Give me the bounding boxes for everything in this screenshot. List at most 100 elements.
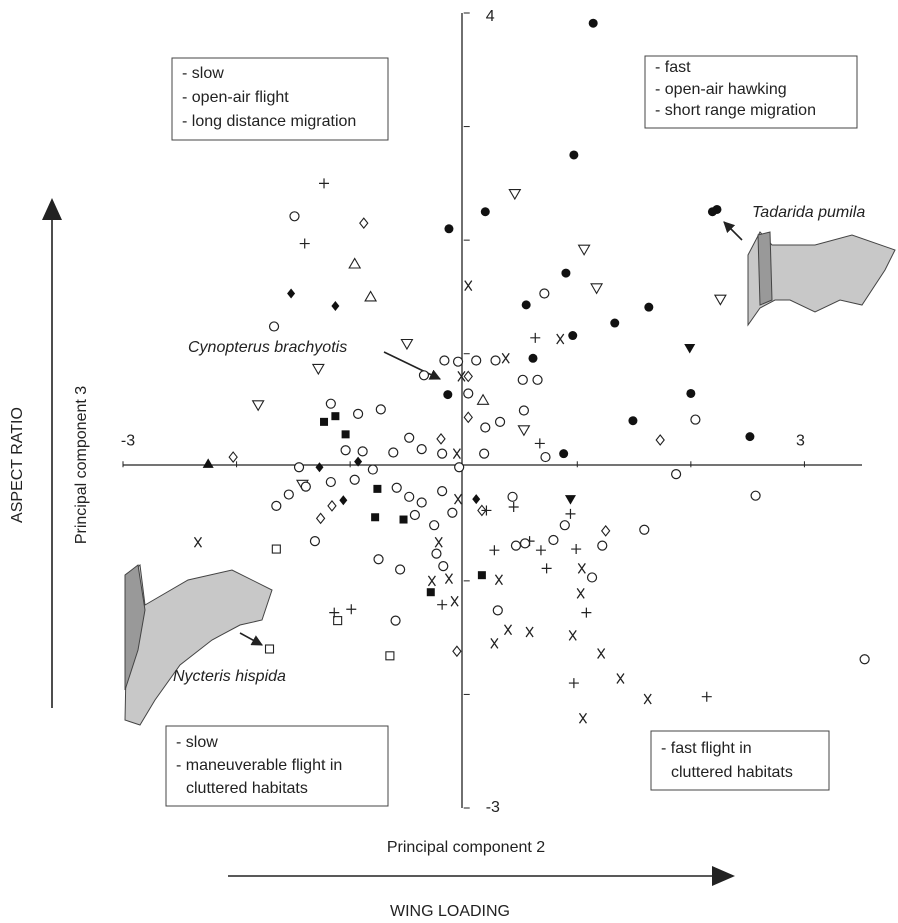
arrow-head (42, 198, 62, 220)
point (644, 303, 653, 312)
point (454, 357, 463, 366)
point (365, 291, 376, 301)
point (331, 301, 339, 311)
point (569, 678, 579, 688)
point (405, 492, 414, 501)
annotation-line: - open-air hawking (655, 81, 787, 98)
point (560, 521, 569, 530)
point (465, 281, 472, 291)
point (530, 333, 540, 343)
point (203, 458, 214, 468)
annotation-line: - slow (182, 65, 224, 82)
point (401, 339, 412, 349)
point (464, 412, 472, 422)
point (478, 395, 489, 405)
point (561, 269, 570, 278)
point (684, 344, 695, 354)
point (374, 555, 383, 564)
point (368, 465, 377, 474)
chart: Principal component 2 WING LOADING Princ… (0, 0, 898, 923)
point (640, 525, 649, 534)
point (549, 535, 558, 544)
point (472, 494, 480, 504)
point (708, 207, 717, 216)
point (437, 434, 445, 444)
species-label: Cynopterus brachyotis (188, 339, 347, 356)
point (455, 494, 462, 504)
point (610, 319, 619, 328)
point (751, 491, 760, 500)
point (541, 453, 550, 462)
point (511, 541, 520, 550)
point (508, 492, 517, 501)
point (419, 371, 428, 380)
point (715, 295, 726, 305)
point (644, 694, 651, 704)
point (491, 638, 498, 648)
point (860, 655, 869, 664)
point (405, 433, 414, 442)
point (320, 418, 328, 426)
point (376, 405, 385, 414)
point (565, 509, 575, 519)
point (313, 364, 324, 374)
point (342, 430, 350, 438)
point (270, 322, 279, 331)
x-label: Principal component 2 (387, 839, 545, 856)
point (443, 390, 452, 399)
point (656, 435, 664, 445)
point (334, 617, 342, 625)
point (464, 371, 472, 381)
point (521, 539, 530, 548)
point (598, 541, 607, 550)
point (559, 449, 568, 458)
arrow-head (712, 866, 735, 886)
point (535, 438, 545, 448)
point (480, 449, 489, 458)
point (272, 545, 280, 553)
point (326, 478, 335, 487)
point (386, 652, 394, 660)
y-tick-label: 4 (486, 8, 495, 25)
point (391, 616, 400, 625)
point (301, 482, 310, 491)
point (451, 596, 458, 606)
annotation-line: - slow (176, 734, 218, 751)
point (438, 449, 447, 458)
point (389, 448, 398, 457)
point (194, 537, 201, 547)
point (438, 487, 447, 496)
point (266, 645, 274, 653)
point (445, 574, 452, 584)
point (472, 356, 481, 365)
annotation-line: - long distance migration (182, 113, 356, 130)
point (417, 498, 426, 507)
point (540, 289, 549, 298)
point (400, 516, 408, 524)
point (290, 212, 299, 221)
point (579, 713, 586, 723)
x-tick-label: 3 (796, 433, 805, 450)
point (628, 416, 637, 425)
point (491, 356, 500, 365)
point (317, 513, 325, 523)
point (428, 576, 435, 586)
point (284, 490, 293, 499)
point (533, 375, 542, 384)
point (691, 415, 700, 424)
point (686, 389, 695, 398)
point (577, 588, 584, 598)
point (571, 544, 581, 554)
point (346, 604, 356, 614)
point (427, 588, 435, 596)
y-label: Principal component 3 (73, 386, 90, 544)
point (518, 375, 527, 384)
point (439, 562, 448, 571)
point (300, 239, 310, 249)
pointer-arrow (384, 352, 440, 379)
point (253, 401, 264, 411)
point (509, 502, 519, 512)
point (229, 452, 237, 462)
point (319, 178, 329, 188)
point (328, 501, 336, 511)
